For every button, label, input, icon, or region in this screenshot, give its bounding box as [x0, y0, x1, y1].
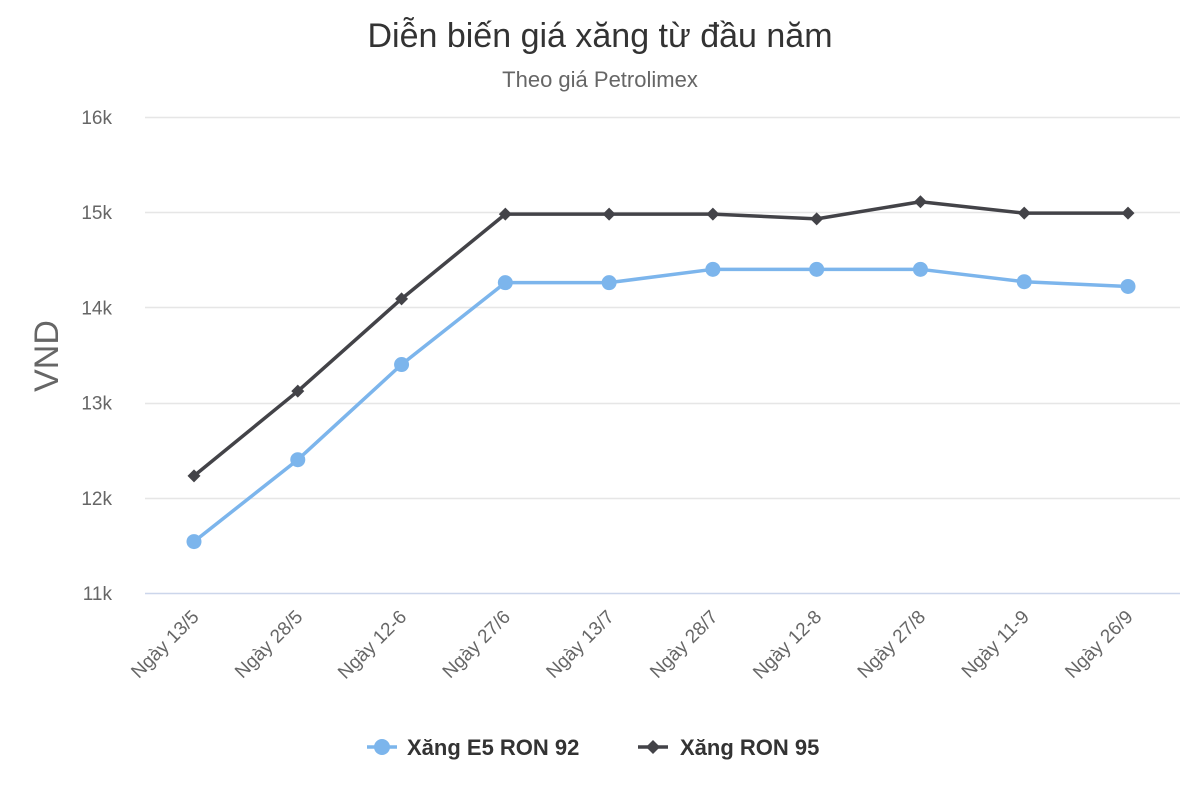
y-tick-label: 14k [81, 298, 112, 319]
data-point[interactable] [809, 261, 825, 277]
series-line [192, 199, 1130, 478]
x-axis-ticks: Ngày 13/5 Ngày 28/5 Ngày 12-6 Ngày 27/6 Ngày… [127, 607, 1137, 684]
series-group [186, 195, 1136, 550]
x-tick-label: Ngày 28/5 [231, 607, 307, 683]
y-tick-label: 12k [81, 489, 112, 510]
data-point[interactable] [187, 469, 201, 483]
y-tick-label: 13k [81, 394, 112, 415]
x-tick-label: Ngày 11-9 [958, 607, 1034, 683]
series-line [192, 267, 1130, 544]
legend-item-ron-95[interactable]: Xăng RON 95 [638, 735, 819, 760]
data-point[interactable] [498, 207, 512, 221]
y-tick-label: 16k [81, 108, 112, 129]
legend[interactable]: Xăng E5 RON 92 Xăng RON 95 [367, 735, 819, 760]
x-tick-label: Ngày 27/8 [854, 607, 930, 683]
data-point[interactable] [1121, 206, 1135, 220]
data-point[interactable] [1017, 206, 1031, 220]
x-tick-label: Ngày 28/7 [646, 607, 722, 683]
y-tick-label: 11k [83, 584, 113, 605]
chart-subtitle: Theo giá Petrolimex [502, 67, 698, 92]
data-point[interactable] [601, 275, 617, 291]
data-point[interactable] [290, 452, 306, 468]
legend-item-e5-ron-92[interactable]: Xăng E5 RON 92 [367, 735, 579, 760]
legend-label: Xăng E5 RON 92 [407, 735, 579, 760]
x-tick-label: Ngày 27/6 [439, 607, 515, 683]
x-tick-label: Ngày 12-8 [749, 607, 826, 684]
legend-marker-circle [374, 739, 390, 755]
data-point[interactable] [394, 357, 410, 373]
data-point[interactable] [291, 384, 305, 398]
series-ron-95 [187, 195, 1135, 483]
data-point[interactable] [1120, 278, 1136, 294]
y-tick-label: 15k [81, 203, 112, 224]
y-axis-title: VND [28, 320, 66, 392]
series-e5-ron-92 [186, 261, 1136, 550]
y-axis-ticks: 11k 12k 13k 14k 15k 16k [81, 108, 112, 605]
data-point[interactable] [913, 195, 927, 209]
data-point[interactable] [705, 261, 721, 277]
data-point[interactable] [186, 534, 202, 550]
legend-label: Xăng RON 95 [680, 735, 819, 760]
gridlines [145, 116, 1180, 595]
data-point[interactable] [912, 261, 928, 277]
data-point[interactable] [1016, 274, 1032, 290]
data-point[interactable] [395, 292, 409, 306]
x-tick-label: Ngày 13/7 [543, 607, 619, 683]
data-point[interactable] [810, 212, 824, 226]
data-point[interactable] [706, 207, 720, 221]
x-tick-label: Ngày 13/5 [127, 607, 203, 683]
data-point[interactable] [602, 207, 616, 221]
legend-marker-diamond [646, 740, 660, 754]
x-tick-label: Ngày 12-6 [334, 607, 411, 684]
data-point[interactable] [497, 275, 513, 291]
x-tick-label: Ngày 26/9 [1061, 607, 1137, 683]
chart-title: Diễn biến giá xăng từ đầu năm [367, 17, 832, 55]
